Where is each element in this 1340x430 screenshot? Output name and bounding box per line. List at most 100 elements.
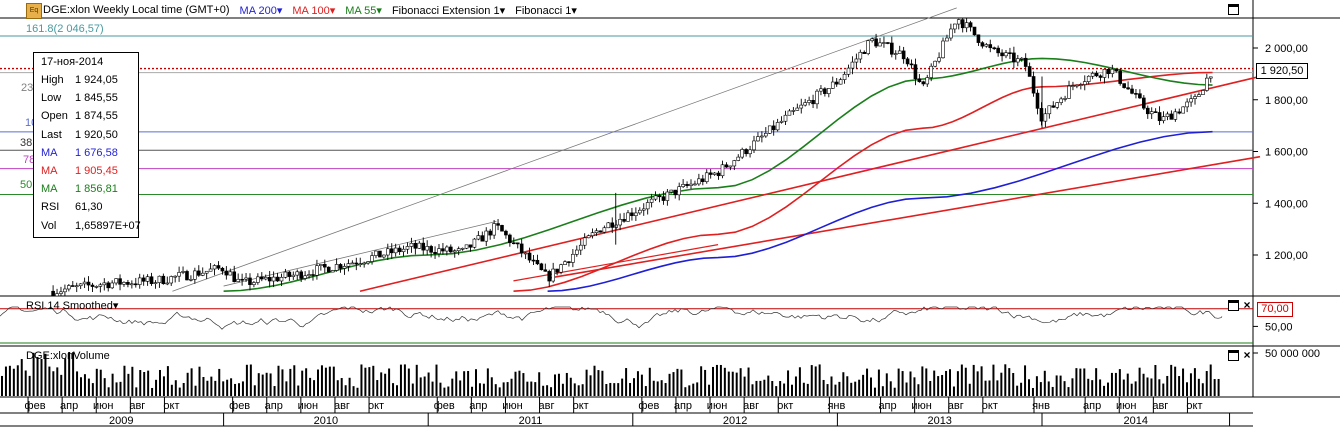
candle-body: [1067, 85, 1071, 99]
candle-body: [925, 77, 930, 85]
candle-body: [563, 261, 567, 265]
candle-body: [425, 246, 429, 251]
rsi-axis-tick-label: 50,00: [1265, 321, 1293, 333]
candle-body: [374, 250, 378, 256]
candle-body: [67, 285, 71, 290]
candle-body: [240, 278, 244, 281]
ma200-menu[interactable]: MA 200▾: [240, 4, 283, 17]
candle-body: [165, 282, 170, 285]
candle-body: [307, 274, 311, 277]
candle-body: [752, 140, 756, 151]
candle-body: [275, 276, 280, 282]
candle-body: [567, 261, 571, 264]
candle-body: [846, 67, 851, 75]
candle-body: [937, 57, 941, 62]
ma55-menu[interactable]: MA 55▾: [345, 4, 382, 17]
info-row-vol: Vol 1,65897E+07: [41, 218, 141, 234]
candle-body: [1153, 111, 1158, 113]
candle-body: [370, 255, 374, 262]
candle-body: [681, 184, 685, 187]
candle-body: [208, 268, 213, 272]
candle-body: [858, 51, 863, 60]
candle-body: [519, 243, 524, 254]
candle-body: [126, 282, 130, 285]
close-rsi-panel-button[interactable]: ×: [1243, 298, 1251, 312]
candle-body: [665, 191, 670, 201]
fib-label-38: 38: [20, 137, 33, 149]
candle-body: [1134, 93, 1138, 95]
month-tick-label: авг: [129, 400, 145, 412]
candle-body: [342, 266, 347, 269]
candle-body: [744, 149, 748, 155]
rsi-level-badge: 70,00: [1257, 302, 1293, 317]
year-label: 2014: [1124, 415, 1148, 427]
month-tick-label: июн: [911, 400, 931, 412]
maximize-main-panel-button[interactable]: [1228, 4, 1239, 15]
candle-body: [905, 58, 910, 65]
fibonacci-menu[interactable]: Fibonacci 1▾: [515, 4, 577, 17]
maximize-volume-panel-button[interactable]: [1228, 350, 1239, 361]
candle-body: [1161, 116, 1166, 122]
candle-body: [393, 247, 398, 254]
maximize-rsi-panel-button[interactable]: [1228, 300, 1239, 311]
candle-body: [130, 283, 134, 286]
candle-body: [1173, 111, 1178, 120]
candle-body: [1177, 111, 1182, 114]
close-volume-panel-button[interactable]: ×: [1243, 348, 1251, 362]
month-tick-label: апр: [674, 400, 692, 412]
info-row-low: Low 1 845,55: [41, 90, 118, 106]
candle-body: [1051, 105, 1056, 108]
candle-body: [1106, 68, 1111, 74]
candle-body: [571, 253, 575, 263]
channel-upper-line: [172, 7, 957, 292]
trendline-upper: [359, 75, 1261, 293]
candle-body: [764, 133, 768, 137]
chevron-down-icon: ▾: [376, 4, 382, 17]
candle-body: [378, 250, 382, 258]
candle-body: [263, 277, 268, 280]
candle-body: [1047, 105, 1052, 115]
ohlc-info-box: 17-ноя-2014 High 1 924,05 Low 1 845,55 Open 1…: [33, 52, 141, 238]
info-key: MA: [41, 146, 58, 159]
month-tick-label: июн: [298, 400, 318, 412]
candle-body: [508, 234, 512, 244]
candle-body: [870, 38, 874, 42]
series-line-ma-100: [513, 71, 1213, 292]
candle-body: [866, 40, 870, 54]
candle-body: [1055, 102, 1059, 108]
info-value: 1 676,58: [75, 146, 118, 159]
candle-body: [445, 246, 449, 252]
candle-body: [693, 183, 697, 186]
info-value: 1 905,45: [75, 165, 118, 177]
candle-body: [980, 42, 985, 47]
candle-body: [236, 278, 240, 282]
candle-body: [779, 120, 784, 123]
candle-body: [78, 283, 83, 287]
candle-body: [1165, 113, 1170, 117]
candle-body: [1016, 58, 1020, 63]
chevron-down-icon: ▾: [499, 4, 506, 17]
candle-body: [488, 230, 492, 236]
symbol-title[interactable]: DGE:xlon Weekly Local time (GMT+0): [43, 4, 230, 16]
candle-body: [712, 172, 717, 175]
price-axis-tick-label: 2 000,00: [1265, 43, 1308, 55]
candle-body: [354, 262, 359, 265]
info-key: Last: [41, 128, 62, 141]
fibonacci-extension-menu[interactable]: Fibonacci Extension 1▾: [392, 4, 505, 17]
rsi-panel-title[interactable]: RSI 14 Smoothed▾: [26, 299, 118, 312]
candle-body: [992, 47, 996, 50]
candle-body: [106, 282, 111, 289]
ma100-menu[interactable]: MA 100▾: [292, 4, 335, 17]
candle-body: [319, 264, 323, 266]
month-tick-label: авг: [948, 400, 964, 412]
candle-body: [791, 110, 796, 112]
candle-body: [1169, 113, 1174, 120]
candle-body: [645, 202, 650, 210]
candle-body: [279, 276, 284, 282]
candle-body: [492, 223, 496, 236]
candle-body: [177, 272, 181, 277]
info-key: Open: [41, 110, 68, 123]
candle-body: [51, 290, 55, 297]
last-price-badge: 1 920,50: [1256, 63, 1308, 79]
